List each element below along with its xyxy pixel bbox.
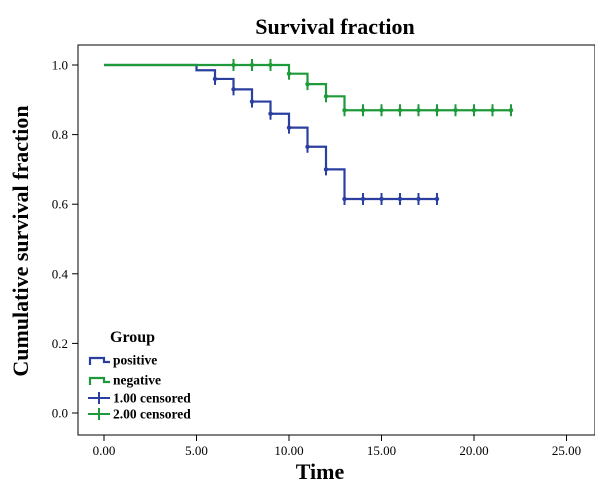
censor-mark-positive xyxy=(379,192,384,205)
censor-mark-positive xyxy=(249,95,255,108)
x-tick-label: 20.00 xyxy=(459,443,488,458)
legend-title: Group xyxy=(110,329,155,346)
y-tick-label: 0.0 xyxy=(52,406,68,421)
legend-entry: positive xyxy=(88,353,157,368)
censor-mark-negative xyxy=(231,59,236,71)
series-line-positive xyxy=(104,63,437,201)
legend-swatch xyxy=(88,376,110,385)
censor-mark-negative xyxy=(360,104,366,117)
legend-label: negative xyxy=(113,373,161,388)
censor-mark-negative xyxy=(305,78,310,91)
censor-mark-negative xyxy=(416,104,421,117)
censor-mark-negative xyxy=(434,104,440,117)
y-axis-label: Cumulative survival fraction xyxy=(8,105,33,376)
x-tick-label: 5.00 xyxy=(185,443,208,458)
censor-mark-positive xyxy=(416,192,421,205)
censor-mark-negative xyxy=(471,104,477,117)
censor-mark-positive xyxy=(286,121,292,134)
censor-mark-negative xyxy=(249,59,255,71)
censor-mark-negative xyxy=(286,67,292,80)
plot-area xyxy=(77,44,595,436)
x-axis: 0.00 5.00 10.00 15.00 20.00 25.00 xyxy=(93,435,581,458)
censor-mark-positive xyxy=(305,140,310,153)
censor-mark-negative xyxy=(453,104,458,117)
censor-mark-negative xyxy=(397,104,403,117)
censor-mark-positive xyxy=(212,72,218,85)
y-tick-label: 0.4 xyxy=(52,266,69,281)
y-tick-label: 0.6 xyxy=(52,197,69,212)
x-tick-label: 15.00 xyxy=(367,443,396,458)
censor-mark-positive xyxy=(268,107,273,120)
censor-mark-negative xyxy=(323,90,329,103)
censor-mark-negative xyxy=(379,104,384,117)
censor-mark-positive xyxy=(397,192,403,205)
legend-label: 1.00 censored xyxy=(113,391,191,406)
censor-mark-positive xyxy=(434,192,440,205)
censor-mark-negative xyxy=(508,104,514,117)
y-tick-label: 0.8 xyxy=(52,127,68,142)
y-tick-label: 1.0 xyxy=(52,58,68,73)
legend-entry: 2.00 censored xyxy=(88,407,191,422)
censor-mark-positive xyxy=(342,192,347,205)
censor-mark-positive xyxy=(231,83,236,96)
legend-swatch xyxy=(88,356,110,365)
chart-title: Survival fraction xyxy=(255,14,415,39)
series-layer xyxy=(104,59,514,205)
legend-entry: negative xyxy=(88,373,161,388)
censor-mark-positive xyxy=(360,192,366,205)
legend-label: positive xyxy=(113,353,157,368)
x-axis-label: Time xyxy=(296,459,345,484)
censor-mark-positive xyxy=(323,163,329,176)
censor-mark-negative xyxy=(490,104,495,117)
x-tick-label: 10.00 xyxy=(274,443,303,458)
x-tick-label: 25.00 xyxy=(552,443,581,458)
legend: Group positive negative 1.00 censored2.00 … xyxy=(88,329,191,422)
legend-entry: 1.00 censored xyxy=(88,391,191,406)
y-tick-label: 0.2 xyxy=(52,336,68,351)
y-axis: 0.0 0.2 0.4 0.6 0.8 1.0 xyxy=(52,58,78,421)
x-tick-label: 0.00 xyxy=(93,443,116,458)
censor-mark-negative xyxy=(268,59,273,71)
censor-mark-negative xyxy=(342,104,347,117)
legend-label: 2.00 censored xyxy=(113,407,191,422)
